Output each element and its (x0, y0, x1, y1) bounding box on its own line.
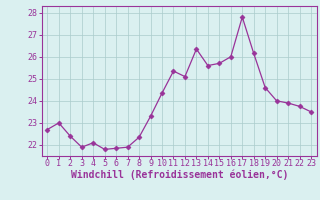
X-axis label: Windchill (Refroidissement éolien,°C): Windchill (Refroidissement éolien,°C) (70, 170, 288, 180)
